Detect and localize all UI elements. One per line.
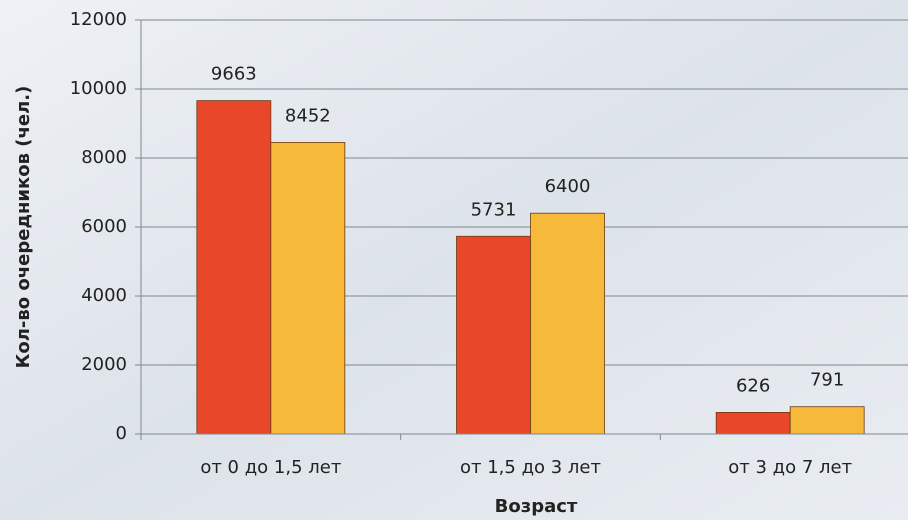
y-axis-label: Кол-во очередников (чел.) xyxy=(13,86,34,369)
bar xyxy=(456,235,531,435)
bar xyxy=(530,212,605,435)
data-label: 8452 xyxy=(285,105,331,126)
bar xyxy=(715,412,791,435)
data-label: 6400 xyxy=(545,176,591,197)
y-tick-label: 6000 xyxy=(81,216,127,237)
bar xyxy=(270,142,346,435)
data-label: 5731 xyxy=(471,199,517,220)
x-tick-label: от 3 до 7 лет xyxy=(728,457,852,478)
bar xyxy=(789,406,865,435)
y-tick-label: 4000 xyxy=(81,285,127,306)
x-tick-label: от 1,5 до 3 лет xyxy=(460,457,601,478)
y-tick-label: 10000 xyxy=(70,78,127,99)
y-tick-label: 0 xyxy=(116,423,127,444)
x-tick-label: от 0 до 1,5 лет xyxy=(200,457,341,478)
data-label: 626 xyxy=(736,375,770,396)
data-label: 9663 xyxy=(211,64,257,85)
y-tick-label: 2000 xyxy=(81,354,127,375)
bar xyxy=(196,100,272,435)
y-tick-label: 12000 xyxy=(70,9,127,30)
y-tick-label: 8000 xyxy=(81,147,127,168)
x-axis-label: Возраст xyxy=(495,496,578,517)
data-label: 791 xyxy=(810,370,844,391)
